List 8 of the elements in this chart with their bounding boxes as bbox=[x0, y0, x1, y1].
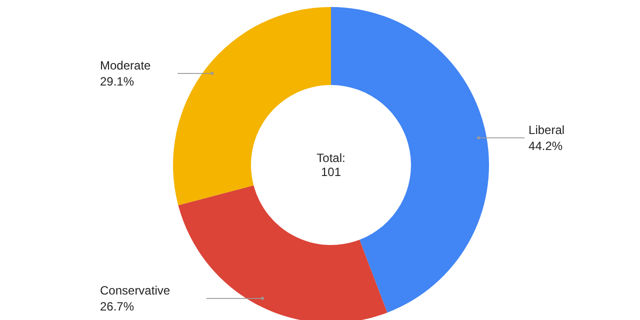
text: Total: bbox=[316, 151, 346, 165]
slice-label: Conservative bbox=[100, 283, 170, 298]
slice-label: Liberal bbox=[528, 122, 565, 137]
data-label: 44.2% bbox=[528, 138, 563, 153]
text: 101 bbox=[320, 165, 342, 179]
data-label: 26.7% bbox=[100, 299, 134, 314]
data-label: 29.1% bbox=[100, 74, 134, 88]
slice-label: Moderate bbox=[100, 58, 152, 72]
